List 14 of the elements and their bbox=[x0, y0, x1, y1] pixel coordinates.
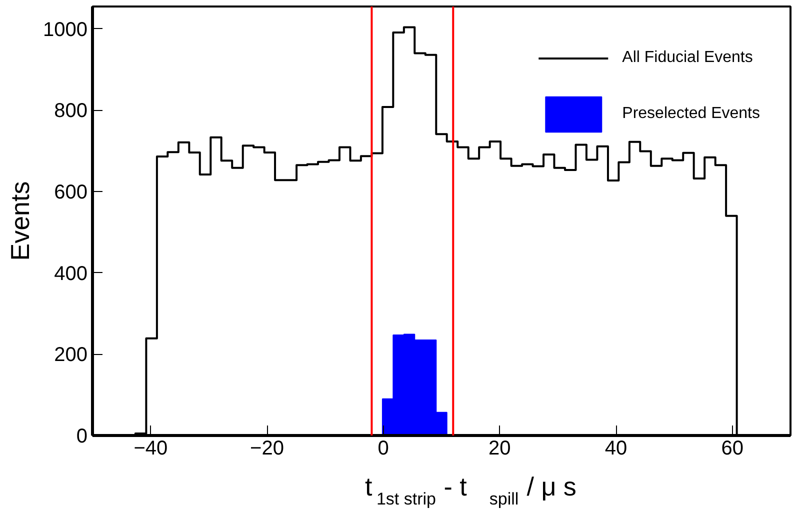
x-tick-label: −20 bbox=[250, 438, 284, 460]
legend-label: Preselected Events bbox=[622, 105, 760, 123]
y-tick-label: 200 bbox=[54, 344, 88, 366]
x-tick-label: 60 bbox=[721, 438, 744, 460]
x-tick-label: 20 bbox=[488, 438, 511, 460]
x-tick-label: 40 bbox=[604, 438, 628, 460]
x-tick-label: −40 bbox=[134, 438, 168, 460]
y-tick-label: 1000 bbox=[43, 18, 88, 41]
y-axis-title: Events bbox=[5, 181, 36, 261]
y-tick-label: 600 bbox=[54, 182, 88, 204]
y-tick-label: 400 bbox=[54, 262, 88, 285]
y-tick-label: 800 bbox=[54, 100, 88, 122]
legend-label: All Fiducial Events bbox=[622, 49, 753, 67]
x-tick-label: 0 bbox=[378, 438, 389, 460]
